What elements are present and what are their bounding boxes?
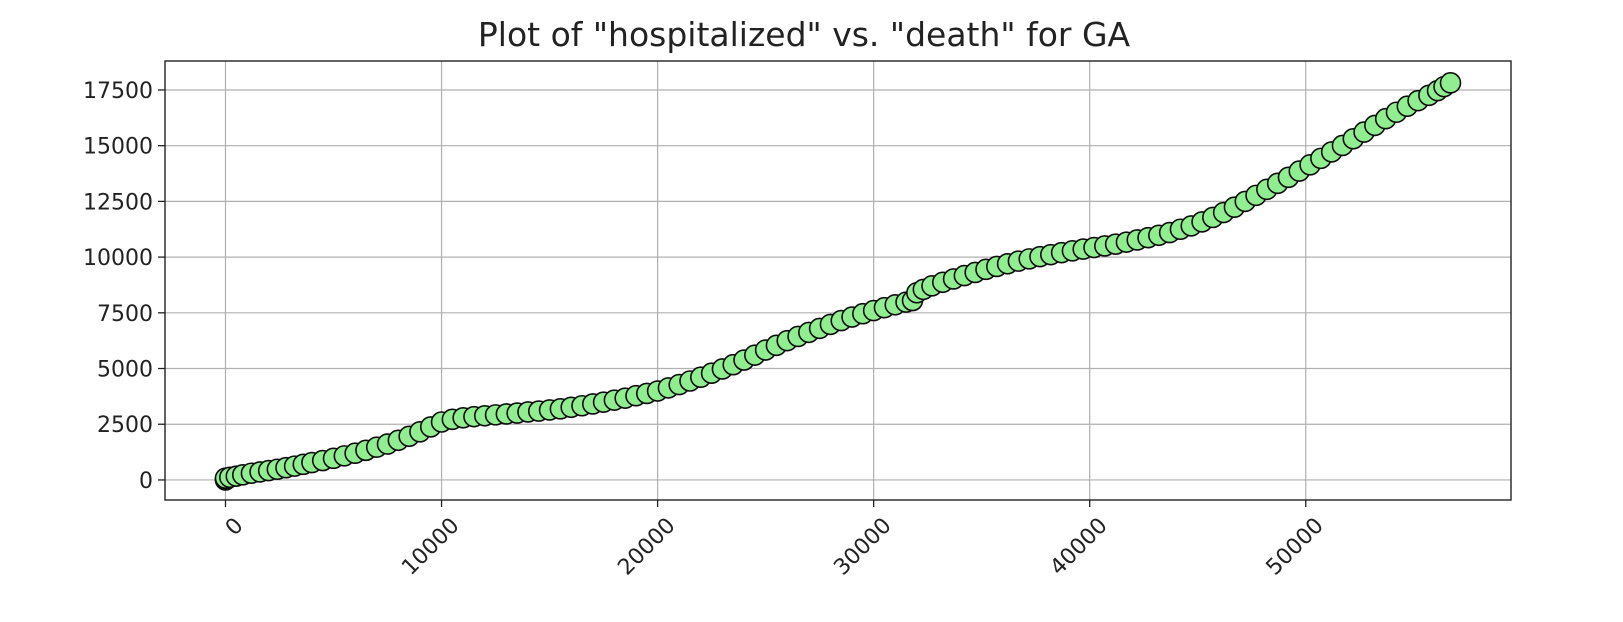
y-tick-label: 15000 — [83, 135, 153, 160]
x-tick-label: 30000 — [829, 513, 896, 580]
x-tick-label: 10000 — [397, 513, 464, 580]
data-point — [1439, 72, 1462, 94]
scatter-points — [214, 72, 1462, 491]
x-axis: 0 10000 20000 30000 40000 50000 — [221, 500, 1329, 580]
y-tick-label: 17500 — [83, 79, 153, 104]
y-tick-label: 5000 — [97, 358, 153, 383]
x-tick-label: 20000 — [613, 513, 680, 580]
grid-lines — [165, 61, 1511, 500]
y-axis: 0 2500 5000 7500 10000 12500 15000 17500 — [83, 79, 165, 494]
plot-area-frame — [164, 60, 1512, 501]
x-tick-label: 0 — [221, 513, 249, 541]
y-tick-label: 2500 — [97, 413, 153, 438]
x-tick-label: 40000 — [1046, 513, 1113, 580]
x-tick-label: 50000 — [1262, 513, 1329, 580]
y-tick-label: 0 — [139, 469, 153, 494]
chart-title: Plot of "hospitalized" vs. "death" for G… — [478, 15, 1131, 54]
y-tick-label: 12500 — [83, 190, 153, 215]
y-tick-label: 7500 — [97, 302, 153, 327]
y-tick-label: 10000 — [83, 246, 153, 271]
